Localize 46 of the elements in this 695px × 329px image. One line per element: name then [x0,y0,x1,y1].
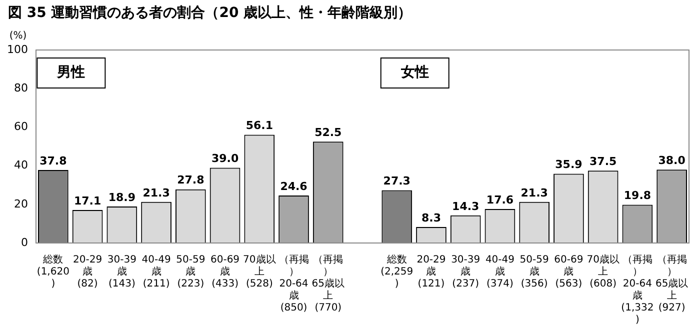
x-tick-label: （再掲） 20-64歳 (1,332) [621,254,654,326]
x-tick-label: （再掲） 65歳以上 (927) [655,254,688,314]
data-label: 19.8 [624,189,652,202]
x-tick-label: （再掲） 20-64歳 (850) [278,254,309,314]
data-label: 21.3 [142,186,170,200]
y-tick-label: 100 [6,42,28,56]
data-label: 52.5 [314,126,342,140]
x-tick-label: 50-59歳 (356) [520,254,549,290]
x-tick-label: 40-49歳 (374) [485,254,515,290]
data-label: 8.3 [421,211,441,224]
chart-title: 図 35 運動習慣のある者の割合（20 歳以上、性・年齢階級別） [7,4,413,23]
annotation: 女性 [400,64,429,81]
data-label: 14.3 [452,200,480,213]
data-label: 21.3 [520,186,548,200]
data-label: 24.6 [280,180,308,193]
x-tick-label: 40-49歳 (211) [142,254,171,290]
data-label: 38.0 [658,154,686,168]
annotation: 男性 [56,64,86,81]
y-axis-title: (%) [9,30,27,42]
data-label: 39.0 [211,152,239,166]
x-tick-label: 20-29歳 (121) [416,254,446,290]
y-tick-label: 0 [20,236,28,249]
data-label: 17.1 [74,194,102,208]
x-tick-label: 30-39歳 (143) [107,254,136,290]
y-tick-label: 60 [14,120,28,134]
data-label: 56.1 [246,119,273,132]
x-tick-label: 70歳以上 (528) [243,254,276,290]
x-tick-label: 60-69歳 (563) [554,254,584,290]
x-tick-label: 50-59歳 (223) [176,254,206,290]
x-tick-label: 総数 (2,259) [380,254,414,290]
data-label: 18.9 [108,190,136,204]
y-tick-label: 20 [14,197,28,210]
data-label: 17.6 [486,193,514,206]
y-tick-label: 40 [14,158,28,172]
x-tick-label: 総数 (1,620) [36,254,70,290]
data-label: 27.3 [383,174,410,188]
x-tick-label: 70歳以上 (608) [586,254,620,290]
y-tick-label: 80 [14,81,28,94]
data-label: 37.8 [40,154,67,168]
x-tick-label: 30-39歳 (237) [451,254,480,290]
x-tick-label: 60-69歳 (433) [210,254,240,290]
x-tick-label: 20-29歳 (82) [73,254,102,290]
data-label: 37.5 [590,154,617,168]
x-tick-label: （再掲） 65歳以上 (770) [312,254,344,314]
data-label: 27.8 [177,174,204,187]
data-label: 35.9 [555,158,582,172]
